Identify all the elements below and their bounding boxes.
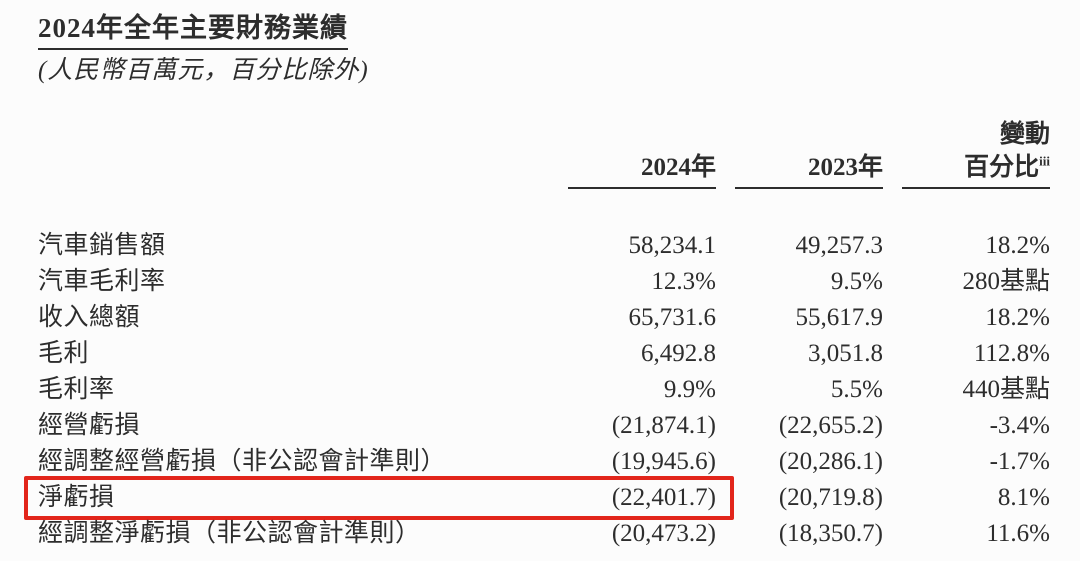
footnote-marker: iii <box>1039 153 1050 169</box>
value-2024: 58,234.1 <box>628 232 717 259</box>
change-header-text: 百分比 <box>964 154 1040 181</box>
value-2023: (20,286.1) <box>778 448 883 475</box>
value-change: 440基點 <box>962 376 1050 403</box>
financial-table: 2024年 2023年 變動 百分比iii 汽車銷售額 58,234.1 49,… <box>24 118 1050 552</box>
value-2023: (22,655.2) <box>778 412 883 439</box>
table-body: 汽車銷售額 58,234.1 49,257.3 18.2% 汽車毛利率 12.3… <box>24 228 1050 552</box>
column-header-change: 變動 百分比iii <box>902 118 1050 189</box>
change-header-line2: 百分比iii <box>902 151 1050 184</box>
value-change: 18.2% <box>985 304 1050 331</box>
value-2024: 9.9% <box>663 376 716 403</box>
row-label: 汽車毛利率 <box>38 268 166 295</box>
row-label: 淨虧損 <box>38 484 115 511</box>
column-header-2023: 2023年 <box>735 151 883 189</box>
value-change: -1.7% <box>989 448 1050 475</box>
row-label: 毛利 <box>38 340 90 367</box>
value-2023: 49,257.3 <box>795 232 884 259</box>
table-header-row: 2024年 2023年 變動 百分比iii <box>38 118 1050 189</box>
value-2024: 65,731.6 <box>628 304 717 331</box>
table-row-vehicle-sales: 汽車銷售額 58,234.1 49,257.3 18.2% <box>38 228 1050 264</box>
value-2024: (21,874.1) <box>611 412 716 439</box>
value-change: 11.6% <box>986 520 1050 547</box>
row-label: 汽車銷售額 <box>38 232 166 259</box>
value-2024: (19,945.6) <box>611 448 716 475</box>
value-2024: (22,401.7) <box>611 484 716 511</box>
table-row-adjusted-net-loss: 經調整淨虧損（非公認會計準則） (20,473.2) (18,350.7) 11… <box>38 516 1050 552</box>
value-2023: 3,051.8 <box>808 340 883 367</box>
table-row-operating-loss: 經營虧損 (21,874.1) (22,655.2) -3.4% <box>38 408 1050 444</box>
table-row-gross-margin: 毛利率 9.9% 5.5% 440基點 <box>38 372 1050 408</box>
row-label: 經調整淨虧損（非公認會計準則） <box>38 520 421 547</box>
value-change: 280基點 <box>962 268 1050 295</box>
row-label: 毛利率 <box>38 376 115 403</box>
value-2023: (18,350.7) <box>778 520 883 547</box>
value-2024: 12.3% <box>651 268 716 295</box>
table-row-adjusted-operating-loss: 經調整經營虧損（非公認會計準則） (19,945.6) (20,286.1) -… <box>38 444 1050 480</box>
table-row-net-loss: 淨虧損 (22,401.7) (20,719.8) 8.1% <box>24 476 1050 520</box>
row-label: 經調整經營虧損（非公認會計準則） <box>38 448 447 475</box>
value-2024: (20,473.2) <box>611 520 716 547</box>
row-label: 經營虧損 <box>38 412 141 439</box>
value-2023: 55,617.9 <box>795 304 884 331</box>
table-row-gross-profit: 毛利 6,492.8 3,051.8 112.8% <box>38 336 1050 372</box>
value-2023: (20,719.8) <box>778 484 883 511</box>
table-row-vehicle-margin: 汽車毛利率 12.3% 9.5% 280基點 <box>38 264 1050 300</box>
row-label: 收入總額 <box>38 304 141 331</box>
value-2023: 5.5% <box>830 376 883 403</box>
value-2024: 6,492.8 <box>641 340 716 367</box>
value-change: -3.4% <box>989 412 1050 439</box>
value-change: 18.2% <box>985 232 1050 259</box>
column-header-2024: 2024年 <box>568 151 716 189</box>
page-subtitle: (人民幣百萬元，百分比除外) <box>38 57 369 84</box>
value-change: 8.1% <box>997 484 1050 511</box>
change-header-line1: 變動 <box>999 121 1050 148</box>
value-2023: 9.5% <box>830 268 883 295</box>
table-row-total-revenue: 收入總額 65,731.6 55,617.9 18.2% <box>38 300 1050 336</box>
value-change: 112.8% <box>973 340 1050 367</box>
page-title: 2024年全年主要財務業績 <box>38 13 348 50</box>
